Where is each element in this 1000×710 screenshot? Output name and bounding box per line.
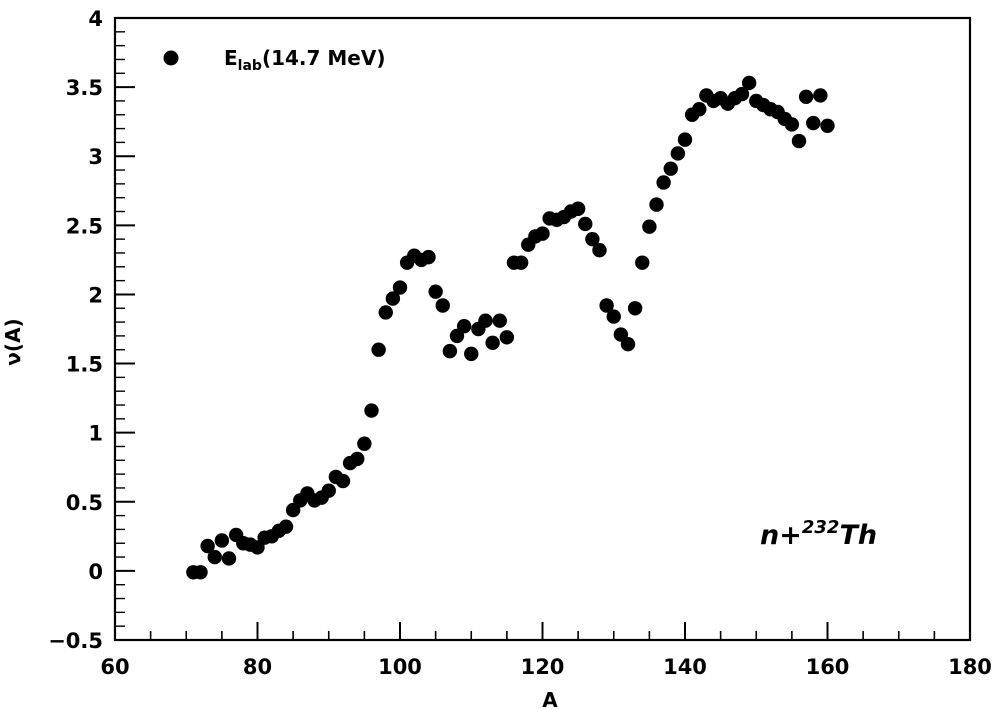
data-point: [392, 280, 408, 295]
x-tick-label: 140: [663, 655, 707, 679]
data-point: [421, 249, 436, 265]
data-point: [499, 330, 515, 345]
data-point: [221, 551, 237, 566]
data-point: [606, 309, 621, 324]
data-point: [357, 436, 372, 451]
data-point: [820, 118, 835, 134]
data-point: [806, 115, 821, 131]
data-point: [592, 243, 607, 258]
data-point: [798, 89, 814, 104]
data-point: [385, 291, 401, 306]
data-point: [734, 86, 750, 102]
y-axis-title: ν(A): [1, 318, 25, 365]
legend-label-rest: (14.7 MeV): [262, 46, 386, 70]
data-point: [642, 219, 657, 234]
y-tick-label: −0.5: [48, 629, 103, 653]
data-point: [663, 161, 678, 176]
data-point: [578, 216, 593, 232]
annotation-prefix: n+: [760, 520, 802, 551]
data-point: [442, 343, 458, 359]
legend: Elab(14.7 MeV): [163, 46, 386, 74]
x-tick-labels: 60 80 100 120 140 160 180: [100, 655, 992, 679]
data-point: [620, 337, 636, 352]
data-point: [813, 88, 828, 103]
data-point: [485, 335, 500, 351]
data-point: [670, 146, 686, 161]
data-point: [599, 298, 614, 313]
data-point: [364, 403, 379, 418]
y-tick-label: 2.5: [66, 214, 103, 238]
data-point: [371, 342, 386, 357]
data-point: [677, 132, 693, 147]
data-point: [278, 519, 294, 534]
x-tick-label: 180: [948, 655, 992, 679]
data-point: [207, 549, 222, 565]
data-point: [321, 483, 336, 498]
data-point: [692, 102, 707, 117]
data-point: [464, 346, 479, 362]
data-points: [186, 75, 835, 580]
y-tick-labels: −0.5 0 0.5 1 1.5 2 2.5 3 3.5 4: [48, 7, 103, 653]
x-tick-label: 160: [806, 655, 850, 679]
y-tick-label: 1.5: [66, 353, 103, 377]
y-tick-label: 0.5: [66, 491, 103, 515]
data-point: [378, 305, 393, 320]
data-point: [200, 538, 215, 554]
data-point: [350, 451, 365, 467]
x-tick-label: 80: [243, 655, 272, 679]
data-point: [492, 313, 507, 328]
x-axis-title: A: [542, 688, 558, 710]
data-point: [570, 201, 586, 216]
x-tick-label: 120: [521, 655, 565, 679]
data-point: [791, 133, 807, 149]
y-tick-label: 1: [88, 422, 103, 446]
data-point: [193, 565, 208, 580]
legend-label: Elab(14.7 MeV): [224, 46, 386, 74]
annotation-superscript: 232: [802, 517, 840, 538]
data-point: [435, 298, 450, 313]
plot-frame: [113, 16, 972, 642]
data-point: [456, 319, 472, 334]
y-tick-label: 4: [88, 7, 103, 31]
data-point: [741, 75, 757, 91]
data-point: [428, 284, 443, 299]
data-point: [627, 301, 643, 316]
data-point: [478, 313, 493, 328]
x-tick-label: 100: [378, 655, 422, 679]
legend-label-main: E: [224, 46, 238, 70]
y-tick-label: 2: [88, 283, 103, 307]
data-point: [335, 473, 351, 489]
legend-marker: [163, 50, 179, 66]
x-tick-label: 60: [100, 655, 129, 679]
y-tick-label: 0: [88, 560, 103, 584]
data-point: [535, 226, 550, 241]
y-tick-label: 3.5: [66, 76, 103, 100]
data-point: [649, 197, 664, 212]
reaction-annotation: n+232Th: [760, 517, 877, 551]
minor-ticks: [115, 31, 936, 640]
data-point: [784, 117, 800, 132]
y-tick-label: 3: [88, 145, 103, 169]
data-point: [585, 231, 600, 247]
annotation-suffix: Th: [839, 520, 877, 551]
data-point: [214, 533, 230, 548]
data-point: [513, 255, 529, 270]
data-point: [635, 255, 650, 270]
data-point: [656, 175, 671, 190]
legend-label-sub: lab: [238, 58, 262, 74]
